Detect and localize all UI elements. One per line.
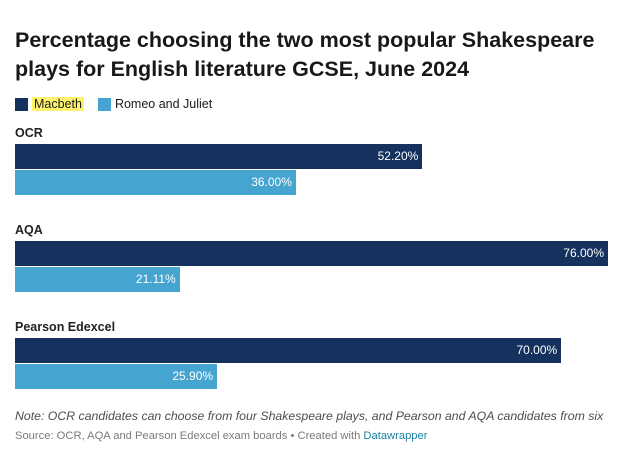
bar-value-label: 21.11%: [135, 272, 176, 286]
source-text: Source: OCR, AQA and Pearson Edexcel exa…: [15, 430, 364, 442]
category-label-ocr: OCR: [15, 126, 43, 140]
bar-value-label: 25.90%: [172, 369, 214, 383]
bar-value-label: 76.00%: [563, 246, 604, 260]
bar-pearson-edexcel-romeo-and-juliet: 25.90%: [15, 364, 218, 389]
bar-ocr-macbeth: 52.20%: [15, 144, 423, 169]
legend-item-romeo-and-juliet: Romeo and Juliet: [97, 97, 213, 111]
legend-swatch-romeo-and-juliet: [97, 97, 111, 111]
category-label-aqa: AQA: [15, 223, 43, 237]
bar-pearson-edexcel-macbeth: 70.00%: [15, 338, 562, 363]
legend: Macbeth Romeo and Juliet: [15, 97, 226, 111]
bar-value-label: 36.00%: [251, 175, 292, 189]
legend-swatch-macbeth: [15, 97, 28, 111]
category-label-pearson-edexcel: Pearson Edexcel: [15, 320, 116, 334]
legend-item-macbeth: Macbeth: [15, 97, 84, 111]
bar-aqa-romeo-and-juliet: 21.11%: [15, 267, 180, 292]
chart-title: Percentage choosing the two most popular…: [15, 28, 595, 81]
datawrapper-link[interactable]: Datawrapper: [363, 430, 428, 442]
bar-value-label: 52.20%: [377, 149, 419, 163]
bar-value-label: 70.00%: [516, 343, 558, 357]
chart-source: Source: OCR, AQA and Pearson Edexcel exa…: [15, 430, 427, 442]
chart-note: Note: OCR candidates can choose from fou…: [15, 409, 604, 423]
legend-label-macbeth: Macbeth: [32, 97, 84, 111]
legend-label-romeo-and-juliet: Romeo and Juliet: [114, 97, 213, 111]
bar-aqa-macbeth: 76.00%: [15, 241, 608, 266]
bar-ocr-romeo-and-juliet: 36.00%: [15, 170, 296, 195]
